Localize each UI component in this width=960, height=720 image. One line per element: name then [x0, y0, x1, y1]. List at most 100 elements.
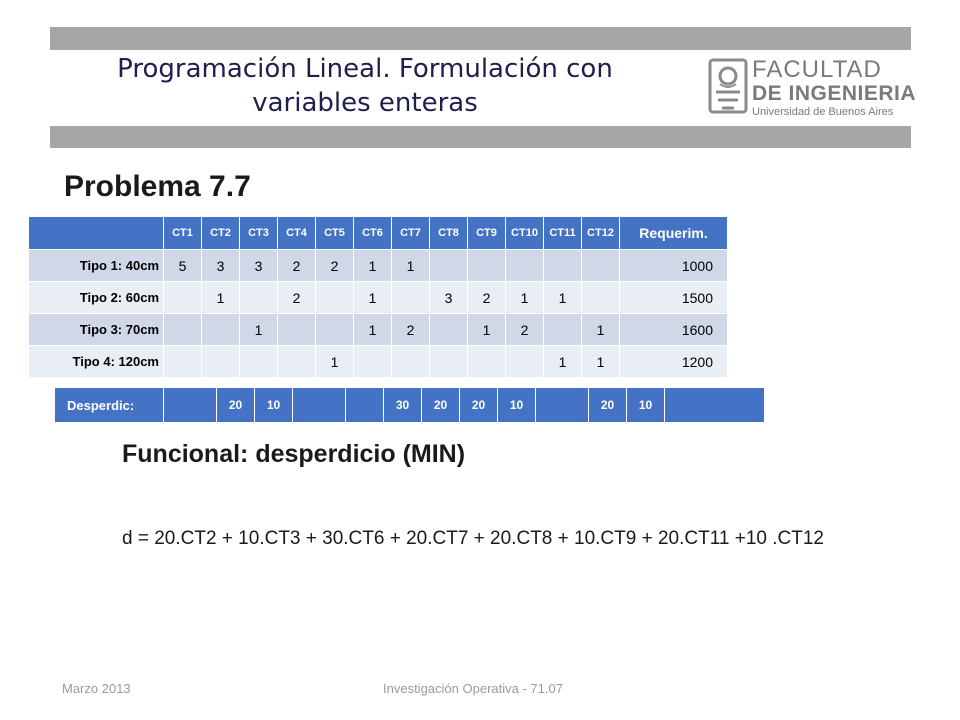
table-cell: 2 — [277, 281, 316, 314]
table-row: Tipo 4: 120cm 1 1 1 1200 — [28, 345, 728, 378]
requirement-cell: 1500 — [619, 281, 728, 314]
table-header-cell: CT4 — [277, 216, 316, 250]
row-label: Tipo 2: 60cm — [28, 281, 164, 314]
waste-cell: 20 — [421, 387, 460, 423]
table-cell — [467, 345, 506, 378]
table-header-cell: Requerim. — [619, 216, 728, 250]
table-cell: 2 — [505, 313, 544, 346]
table-cell — [353, 345, 392, 378]
table-cell — [429, 345, 468, 378]
waste-cell — [345, 387, 384, 423]
row-label: Tipo 4: 120cm — [28, 345, 164, 378]
functional-heading: Funcional: desperdicio (MIN) — [122, 440, 466, 468]
table-cell — [277, 345, 316, 378]
table-cell — [201, 313, 240, 346]
waste-cell: 20 — [459, 387, 498, 423]
university-seal-icon — [708, 58, 748, 114]
table-cell: 1 — [581, 313, 620, 346]
table-cell: 1 — [467, 313, 506, 346]
table-cell — [163, 345, 202, 378]
waste-cell — [292, 387, 346, 423]
requirement-cell: 1200 — [619, 345, 728, 378]
waste-cell — [664, 387, 765, 423]
footer-course: Investigación Operativa - 71.07 — [383, 681, 563, 696]
table-cell: 1 — [315, 345, 354, 378]
table-cell — [581, 281, 620, 314]
requirement-cell: 1600 — [619, 313, 728, 346]
waste-table: Desperdic: 20 10 30 20 20 10 20 10 — [54, 387, 765, 423]
table-cell: 2 — [315, 249, 354, 282]
row-label: Tipo 3: 70cm — [28, 313, 164, 346]
objective-equation: d = 20.CT2 + 10.CT3 + 30.CT6 + 20.CT7 + … — [122, 528, 824, 549]
table-header-row: CT1 CT2 CT3 CT4 CT5 CT6 CT7 CT8 CT9 CT10… — [28, 216, 728, 250]
table-cell — [315, 313, 354, 346]
table-cell: 2 — [277, 249, 316, 282]
slide-title-line1: Programación Lineal. Formulación con — [117, 54, 613, 84]
waste-cell: 20 — [216, 387, 255, 423]
logo-text-ingenieria: DE INGENIERIA — [752, 82, 917, 105]
waste-cell — [163, 387, 217, 423]
slide-title-line2: variables enteras — [252, 88, 478, 118]
logo-text-facultad: FACULTAD — [752, 56, 882, 83]
table-cell — [201, 345, 240, 378]
table-row: Tipo 1: 40cm 5 3 3 2 2 1 1 1000 — [28, 249, 728, 282]
table-cell: 5 — [163, 249, 202, 282]
row-label: Tipo 1: 40cm — [28, 249, 164, 282]
table-cell — [429, 313, 468, 346]
table-cell — [315, 281, 354, 314]
table-cell: 1 — [505, 281, 544, 314]
table-cell — [543, 313, 582, 346]
waste-cell: 30 — [383, 387, 422, 423]
header-bottom-band — [50, 126, 911, 148]
table-cell: 1 — [239, 313, 278, 346]
table-header-cell: CT10 — [505, 216, 544, 250]
table-cell — [163, 313, 202, 346]
table-cell: 1 — [201, 281, 240, 314]
table-cell: 1 — [543, 345, 582, 378]
waste-cell: 10 — [497, 387, 536, 423]
waste-row: Desperdic: 20 10 30 20 20 10 20 10 — [54, 387, 765, 423]
waste-cell: 10 — [626, 387, 665, 423]
table-cell: 2 — [467, 281, 506, 314]
table-header-cell — [28, 216, 164, 250]
table-header-cell: CT6 — [353, 216, 392, 250]
logo-text-university: Universidad de Buenos Aires — [752, 106, 894, 118]
table-header-cell: CT5 — [315, 216, 354, 250]
table-cell: 3 — [429, 281, 468, 314]
table-cell: 1 — [581, 345, 620, 378]
footer-date: Marzo 2013 — [62, 681, 131, 696]
table-cell: 1 — [391, 249, 430, 282]
slide-title: Programación Lineal. Formulación con var… — [60, 52, 670, 120]
table-header-cell: CT11 — [543, 216, 582, 250]
table-header-cell: CT2 — [201, 216, 240, 250]
waste-cell: 20 — [588, 387, 627, 423]
waste-cell: 10 — [254, 387, 293, 423]
table-header-cell: CT3 — [239, 216, 278, 250]
table-cell — [467, 249, 506, 282]
table-cell — [505, 345, 544, 378]
requirement-cell: 1000 — [619, 249, 728, 282]
table-cell — [543, 249, 582, 282]
table-row: Tipo 3: 70cm 1 1 2 1 2 1 1600 — [28, 313, 728, 346]
table-cell: 3 — [201, 249, 240, 282]
table-header-cell: CT7 — [391, 216, 430, 250]
table-cell: 1 — [353, 249, 392, 282]
table-cell — [429, 249, 468, 282]
table-cell — [505, 249, 544, 282]
problem-title: Problema 7.7 — [64, 170, 251, 203]
table-cell: 1 — [543, 281, 582, 314]
table-cell — [581, 249, 620, 282]
waste-cell — [535, 387, 589, 423]
table-header-cell: CT1 — [163, 216, 202, 250]
header-top-band — [50, 27, 911, 50]
table-header-cell: CT9 — [467, 216, 506, 250]
table-cell — [163, 281, 202, 314]
table-cell — [239, 281, 278, 314]
table-cell — [239, 345, 278, 378]
table-cell — [391, 345, 430, 378]
table-cell — [277, 313, 316, 346]
waste-label: Desperdic: — [54, 387, 164, 423]
table-header-cell: CT8 — [429, 216, 468, 250]
table-row: Tipo 2: 60cm 1 2 1 3 2 1 1 1500 — [28, 281, 728, 314]
table-cell — [391, 281, 430, 314]
